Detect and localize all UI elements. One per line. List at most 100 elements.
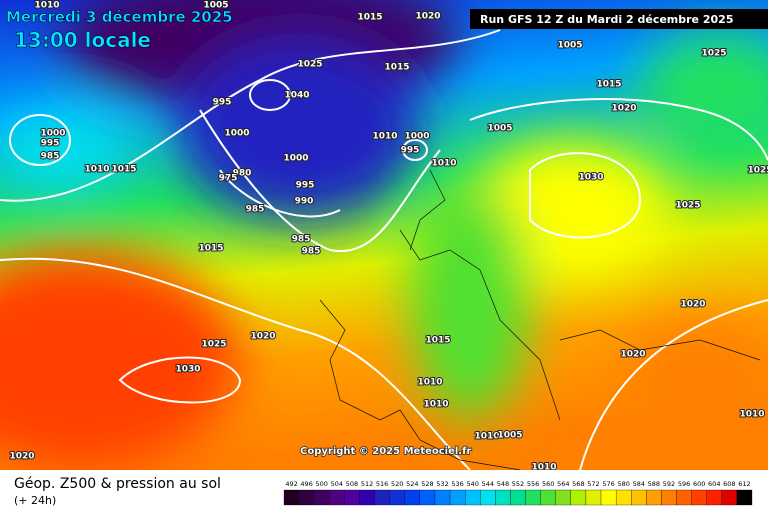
legend-tick-label: 548	[497, 480, 509, 488]
isobar-label: 990	[295, 197, 314, 207]
isobar-label: 1010	[431, 159, 456, 169]
legend-swatch	[736, 489, 753, 506]
legend-tick-label: 568	[572, 480, 584, 488]
isobar-label: 1000	[404, 132, 429, 142]
legend-tick-label: 600	[693, 480, 705, 488]
isobar-label: 985	[41, 152, 60, 162]
isobar-label: 1000	[40, 129, 65, 139]
isobar-label: 995	[401, 146, 420, 156]
legend-swatch	[434, 489, 451, 506]
legend-swatch	[449, 489, 466, 506]
legend-swatch	[404, 489, 421, 506]
legend-swatch	[465, 489, 481, 506]
isobar-label: 1020	[611, 104, 636, 114]
legend-swatch	[344, 489, 360, 506]
isobar-label: 1015	[111, 165, 136, 175]
isobar-label: 985	[292, 235, 311, 245]
isobar-label: 1020	[620, 350, 645, 360]
isobar-label: 975	[219, 174, 238, 184]
copyright: Copyright © 2025 Meteociel.fr	[300, 446, 471, 457]
isobar-label: 1010	[372, 132, 397, 142]
legend-tick-label: 536	[451, 480, 463, 488]
legend-tick-label: 528	[421, 480, 433, 488]
legend-tick-label: 540	[466, 480, 478, 488]
legend-tick-label: 596	[678, 480, 690, 488]
legend-swatch	[706, 489, 722, 506]
legend-swatch	[721, 489, 738, 506]
legend-tick-label: 572	[587, 480, 599, 488]
legend-swatch	[585, 489, 602, 506]
legend-tick-label: 524	[406, 480, 418, 488]
legend-tick-label: 608	[723, 480, 735, 488]
isobar-label: 995	[296, 181, 315, 191]
legend-tick-label: 544	[482, 480, 494, 488]
isobars	[0, 29, 768, 471]
isobar-label: 985	[302, 247, 321, 257]
isobar-label: 1020	[415, 12, 440, 22]
legend-swatch	[555, 489, 571, 506]
legend-swatch	[631, 489, 647, 506]
isobar-label: 1010	[34, 1, 59, 11]
isobar-label: 1030	[175, 365, 200, 375]
footer-title: Géop. Z500 & pression au sol	[14, 476, 221, 492]
isobar-label: 1005	[487, 124, 512, 134]
isobar-label: 995	[41, 139, 60, 149]
isobar-label: 1025	[675, 201, 700, 211]
legend-swatch	[691, 489, 707, 506]
legend-swatch	[419, 489, 436, 506]
footer-subtitle: (+ 24h)	[14, 494, 56, 507]
isobar-label: 1025	[297, 60, 322, 70]
isobar-label: 1010	[423, 400, 448, 410]
legend-swatch	[374, 489, 390, 506]
legend-tick-label: 516	[376, 480, 388, 488]
legend-tick-label: 520	[391, 480, 403, 488]
isobar-label: 1015	[596, 80, 621, 90]
legend-swatch	[600, 489, 617, 506]
isobar-label: 1000	[224, 129, 249, 139]
legend-tick-label: 556	[527, 480, 539, 488]
legend-swatch	[389, 489, 405, 506]
legend-tick-label: 560	[542, 480, 554, 488]
isobar-label: 1015	[357, 13, 382, 23]
legend-tick-label: 496	[300, 480, 312, 488]
legend: 492 496 500 504 508 512 516 520 524 528 532 536 540 5…	[283, 480, 753, 506]
legend-tick-label: 604	[708, 480, 720, 488]
legend-tick-label: 492	[285, 480, 297, 488]
coastlines	[319, 169, 761, 471]
legend-swatch	[480, 489, 496, 506]
legend-tick-label: 576	[602, 480, 614, 488]
isobar-label: 1005	[497, 431, 522, 441]
legend-tick-label: 584	[633, 480, 645, 488]
legend-swatch	[495, 489, 511, 506]
isobar-label: 1030	[578, 173, 603, 183]
isobar-label: 995	[213, 98, 232, 108]
isobar-label: 1015	[425, 336, 450, 346]
legend-tick-label: 592	[663, 480, 675, 488]
legend-swatch	[359, 489, 375, 506]
legend-tick-label: 500	[316, 480, 328, 488]
isobar-label: 1020	[250, 332, 275, 342]
isobar-label: 1025	[747, 166, 768, 176]
legend-tick-label: 504	[331, 480, 343, 488]
isobar-label: 1000	[283, 154, 308, 164]
legend-swatch	[646, 489, 662, 506]
legend-swatch	[661, 489, 677, 506]
isobar-label: 1005	[557, 41, 582, 51]
legend-swatch	[329, 489, 345, 506]
legend-swatch	[283, 489, 300, 506]
isobar-label: 1025	[201, 340, 226, 350]
legend-tick-label: 552	[512, 480, 524, 488]
legend-swatch	[540, 489, 556, 506]
isobar-label: 985	[246, 205, 265, 215]
isobar-label: 1020	[9, 452, 34, 462]
legend-tick-label: 512	[361, 480, 373, 488]
isobar-label: 1025	[701, 49, 726, 59]
isobar-label: 1010	[84, 165, 109, 175]
legend-swatch	[314, 489, 330, 506]
isobar-label: 1020	[680, 300, 705, 310]
isobar-label: 1010	[417, 378, 442, 388]
legend-swatch	[298, 489, 315, 506]
